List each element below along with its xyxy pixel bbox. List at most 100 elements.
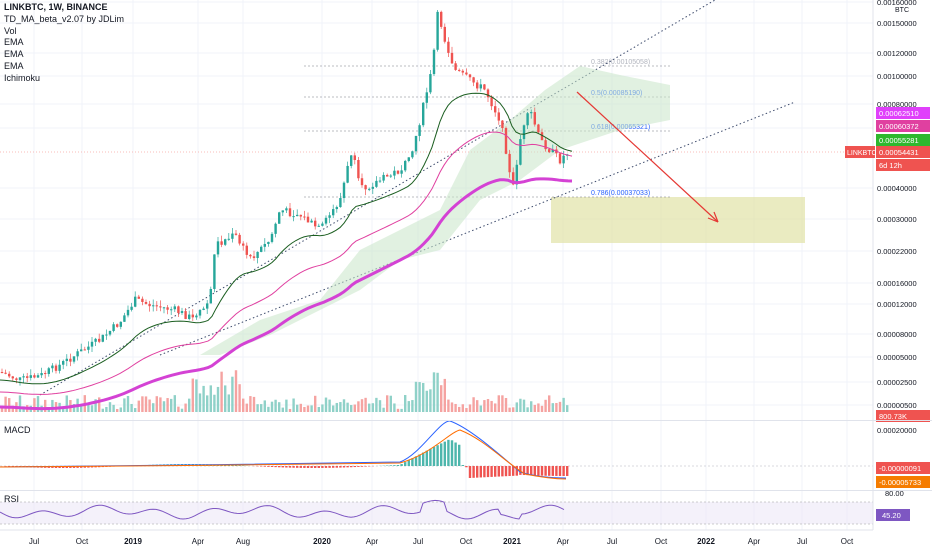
candle-body [551,149,554,153]
candle-body [227,238,230,240]
macd-histogram-bar [292,466,295,468]
price-tick-11: 0.00008000 [877,330,917,339]
candle-body [382,174,385,181]
price-tick-10: 0.00012000 [877,300,917,309]
macd-histogram-bar [447,439,450,466]
macd-tag-1: -0.00000091 [879,464,921,473]
macd-signal-line [0,429,567,480]
macd-histogram-bar [526,466,529,476]
target-zone-rect [551,197,805,243]
candle-body [0,372,4,373]
candle-body [134,296,137,307]
volume-bar [238,384,241,412]
volume-bar [555,402,558,412]
macd-histogram-bar [407,460,410,466]
volume-bar [548,395,551,412]
price-tick-9: 0.00016000 [877,279,917,288]
candle-body [306,216,310,223]
volume-bar [123,398,126,412]
time-tick-12: Oct [655,537,668,546]
volume-bar [558,401,562,412]
candle-body [213,254,216,289]
macd-histogram-bar [76,466,79,468]
pane-separator-macd[interactable] [0,420,932,421]
volume-bar [436,372,439,412]
candle-body [332,209,335,216]
volume-bar [432,372,436,412]
candle-body [375,180,378,187]
price-tick-7: 0.00030000 [877,215,917,224]
macd-histogram-bar [281,466,284,468]
ema-fast-line [0,131,573,395]
candle-body [180,311,184,313]
macd-histogram-bar [263,466,266,467]
volume-bar [411,400,414,412]
rsi-tag: 45.20 [882,511,901,520]
volume-bar [202,385,205,412]
candle-body [54,365,58,371]
candle-body [519,139,522,165]
candle-body [108,330,112,335]
indicator-ichimoku[interactable]: Ichimoku [4,72,41,83]
macd-histogram-bar [522,466,526,476]
rsi-band [0,502,873,524]
candle-body [80,349,83,352]
volume-bar [148,399,151,412]
candle-body [126,309,130,316]
candle-body [141,298,144,302]
symbol-title[interactable]: LINKBTC, 1W, BINANCE [4,2,108,12]
candle-body [188,314,191,319]
candle-body [562,155,565,164]
macd-histogram-bar [530,466,533,476]
pane-separator-rsi[interactable] [0,490,932,491]
rsi-label[interactable]: RSI [4,494,20,504]
volume-bar [191,378,194,412]
candle-body [472,77,475,83]
volume-bar [144,396,148,412]
price-tick-4: 0.00080000 [877,100,917,109]
volume-bar [33,398,36,412]
candle-body [285,208,288,211]
candle-body [432,49,436,75]
volume-bar [508,407,511,412]
candle-body [353,155,356,161]
macd-histogram-bar [562,466,565,476]
indicator-ema-3[interactable]: EMA [4,60,24,71]
candle-body [94,338,97,342]
volume-bar [512,407,515,412]
macd-label[interactable]: MACD [4,425,31,435]
candle-body [317,225,320,227]
macd-histogram-bar [80,466,83,468]
macd-histogram-bar [346,466,349,468]
macd-histogram-bar [267,466,270,467]
candle-body [152,305,155,307]
indicator-td-ma[interactable]: TD_MA_beta_v2.07 by JDLim [4,13,125,24]
indicator-ema-1[interactable]: EMA [4,37,24,48]
volume-bar [479,405,482,412]
volume-bar [530,401,533,412]
candle-body [278,212,281,224]
macd-histogram-bar [357,466,360,467]
candle-body [252,256,256,259]
candle-body [450,52,454,64]
rsi-axis-tick: 80.00 [885,489,904,498]
volume-bar [339,402,342,412]
indicator-vol[interactable]: Vol [4,25,17,36]
price-tag-bg-0 [876,107,930,119]
candle-body [537,124,540,133]
macd-histogram-bar [389,465,392,466]
candle-body [270,233,274,242]
macd-histogram-bar [512,466,515,476]
candle-body [58,364,61,371]
macd-histogram-bar [504,466,508,477]
candle-body [522,125,526,140]
volume-bar [98,397,101,412]
candle-body [335,207,338,210]
candle-body [458,69,461,71]
indicator-ema-2[interactable]: EMA [4,49,24,60]
candle-body [533,112,536,125]
volume-bar [227,394,230,412]
volume-bar [101,408,104,412]
